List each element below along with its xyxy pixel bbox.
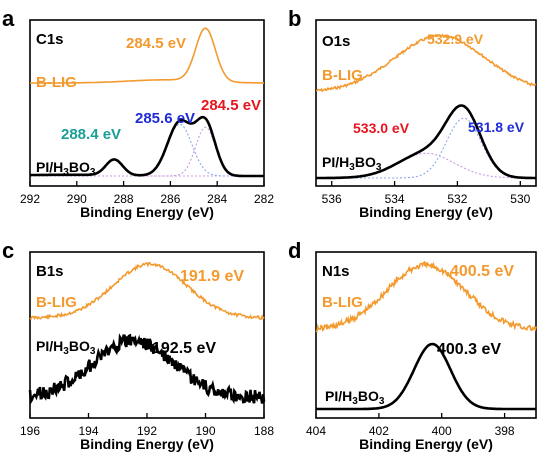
x-tick-label: 284 <box>207 192 227 206</box>
pi-spectrum-c <box>28 333 266 406</box>
x-tick-label: 292 <box>20 192 40 206</box>
x-tick-label: 282 <box>254 192 274 206</box>
peak-label-c-blig: 191.9 eV <box>180 268 244 285</box>
x-tick-label: 400 <box>432 424 452 438</box>
x-axis-ticks-c: 196 194 192 190 188 <box>20 413 274 438</box>
series-label-blig-a: B-LIG <box>36 74 77 91</box>
x-tick-label: 288 <box>114 192 134 206</box>
plot-frame-d <box>315 251 537 419</box>
x-axis-title-b: Binding Energy (eV) <box>359 204 493 220</box>
x-tick-label: 188 <box>254 424 274 438</box>
panel-d: d N1s B-LIG PI/H3BO3 400.5 eV 400.3 eV 4… <box>288 238 537 452</box>
peak-label-d-blig: 400.5 eV <box>450 263 514 280</box>
x-tick-label: 398 <box>495 424 515 438</box>
peak-label-b-blig: 532.9 eV <box>427 31 484 47</box>
peak-label-b-533: 533.0 eV <box>353 120 410 136</box>
x-axis-ticks-b: 536 534 532 530 <box>322 181 531 206</box>
x-tick-label: 192 <box>137 424 157 438</box>
series-label-pi-a: PI/H3BO3 <box>36 159 96 178</box>
plot-frame-a <box>29 19 265 187</box>
element-label-a: C1s <box>36 31 64 48</box>
peak-label-a-blig: 284.5 eV <box>126 35 186 52</box>
x-tick-label: 534 <box>385 192 405 206</box>
pi-spectrum-d <box>316 342 536 411</box>
panel-b: b O1s B-LIG PI/H3BO3 532.9 eV 533.0 eV 5… <box>288 6 537 220</box>
series-label-blig-d: B-LIG <box>322 294 363 311</box>
blig-spectrum-b <box>315 33 537 93</box>
x-tick-label: 286 <box>160 192 180 206</box>
peak-label-c-pi: 192.5 eV <box>152 340 216 357</box>
x-axis-ticks-d: 404 402 400 398 <box>306 413 515 438</box>
panel-letter-d: d <box>288 238 301 263</box>
blig-spectrum-a <box>30 27 264 84</box>
series-label-pi-b: PI/H3BO3 <box>322 154 382 173</box>
peak-label-b-531: 531.8 eV <box>468 119 525 135</box>
series-label-pi-d: PI/H3BO3 <box>325 388 385 407</box>
x-tick-label: 404 <box>306 424 326 438</box>
plot-frame-b <box>315 19 537 187</box>
pi-spectrum-b <box>316 104 536 180</box>
element-label-d: N1s <box>322 263 350 280</box>
x-axis-ticks-a: 292 290 288 286 284 282 <box>20 181 274 206</box>
x-tick-label: 536 <box>322 192 342 206</box>
x-tick-label: 194 <box>78 424 98 438</box>
series-label-blig-c: B-LIG <box>36 294 77 311</box>
element-label-b: O1s <box>322 33 350 50</box>
x-tick-label: 190 <box>195 424 215 438</box>
x-axis-title-a: Binding Energy (eV) <box>80 204 214 220</box>
x-axis-title-c: Binding Energy (eV) <box>80 436 214 452</box>
panel-a: a C1s B-LIG PI/H3BO3 284.5 eV 285.6 eV 2… <box>2 6 274 220</box>
panel-letter-c: c <box>2 238 14 263</box>
series-label-pi-c: PI/H3BO3 <box>36 338 96 357</box>
panel-c: c B1s B-LIG PI/H3BO3 191.9 eV 192.5 eV 1… <box>2 238 274 452</box>
x-axis-title-d: Binding Energy (eV) <box>359 436 493 452</box>
x-tick-label: 530 <box>510 192 530 206</box>
panel-letter-b: b <box>288 6 301 31</box>
element-label-c: B1s <box>36 263 64 280</box>
x-tick-label: 402 <box>369 424 389 438</box>
x-tick-label: 290 <box>67 192 87 206</box>
peak-label-a-288: 288.4 eV <box>61 126 121 143</box>
pi-spectrum-a <box>30 115 264 178</box>
peak-label-a-285: 285.6 eV <box>135 110 195 127</box>
series-label-blig-b: B-LIG <box>322 67 363 84</box>
blig-spectrum-c <box>29 261 265 321</box>
x-tick-label: 532 <box>447 192 467 206</box>
x-tick-label: 196 <box>20 424 40 438</box>
peak-label-d-pi: 400.3 eV <box>437 341 501 358</box>
blig-spectrum-d <box>315 260 537 334</box>
panel-letter-a: a <box>2 6 15 31</box>
peak-label-a-284: 284.5 eV <box>201 97 261 114</box>
